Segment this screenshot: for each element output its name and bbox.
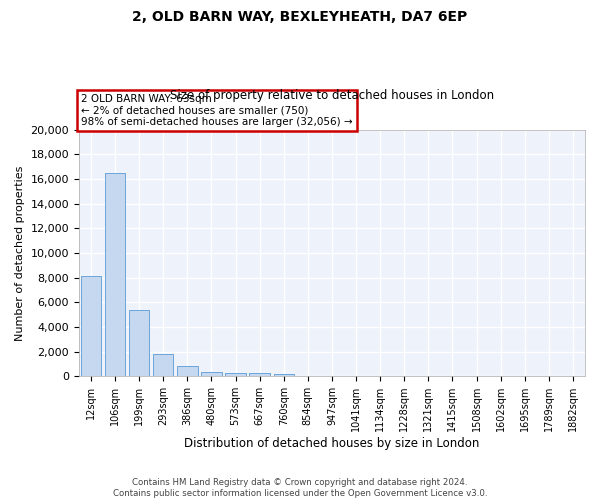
Y-axis label: Number of detached properties: Number of detached properties [15,165,25,340]
Bar [105,172,125,376]
X-axis label: Distribution of detached houses by size in London: Distribution of detached houses by size … [184,437,479,450]
Bar [153,354,173,376]
Text: Contains HM Land Registry data © Crown copyright and database right 2024.
Contai: Contains HM Land Registry data © Crown c… [113,478,487,498]
Bar [226,373,246,376]
Bar [81,276,101,376]
Bar [201,372,221,376]
Bar [129,310,149,376]
Text: 2, OLD BARN WAY, BEXLEYHEATH, DA7 6EP: 2, OLD BARN WAY, BEXLEYHEATH, DA7 6EP [133,10,467,24]
Bar [177,366,197,376]
Bar [250,374,270,376]
Bar [274,374,294,376]
Text: 2 OLD BARN WAY: 63sqm
← 2% of detached houses are smaller (750)
98% of semi-deta: 2 OLD BARN WAY: 63sqm ← 2% of detached h… [82,94,353,127]
Title: Size of property relative to detached houses in London: Size of property relative to detached ho… [170,89,494,102]
